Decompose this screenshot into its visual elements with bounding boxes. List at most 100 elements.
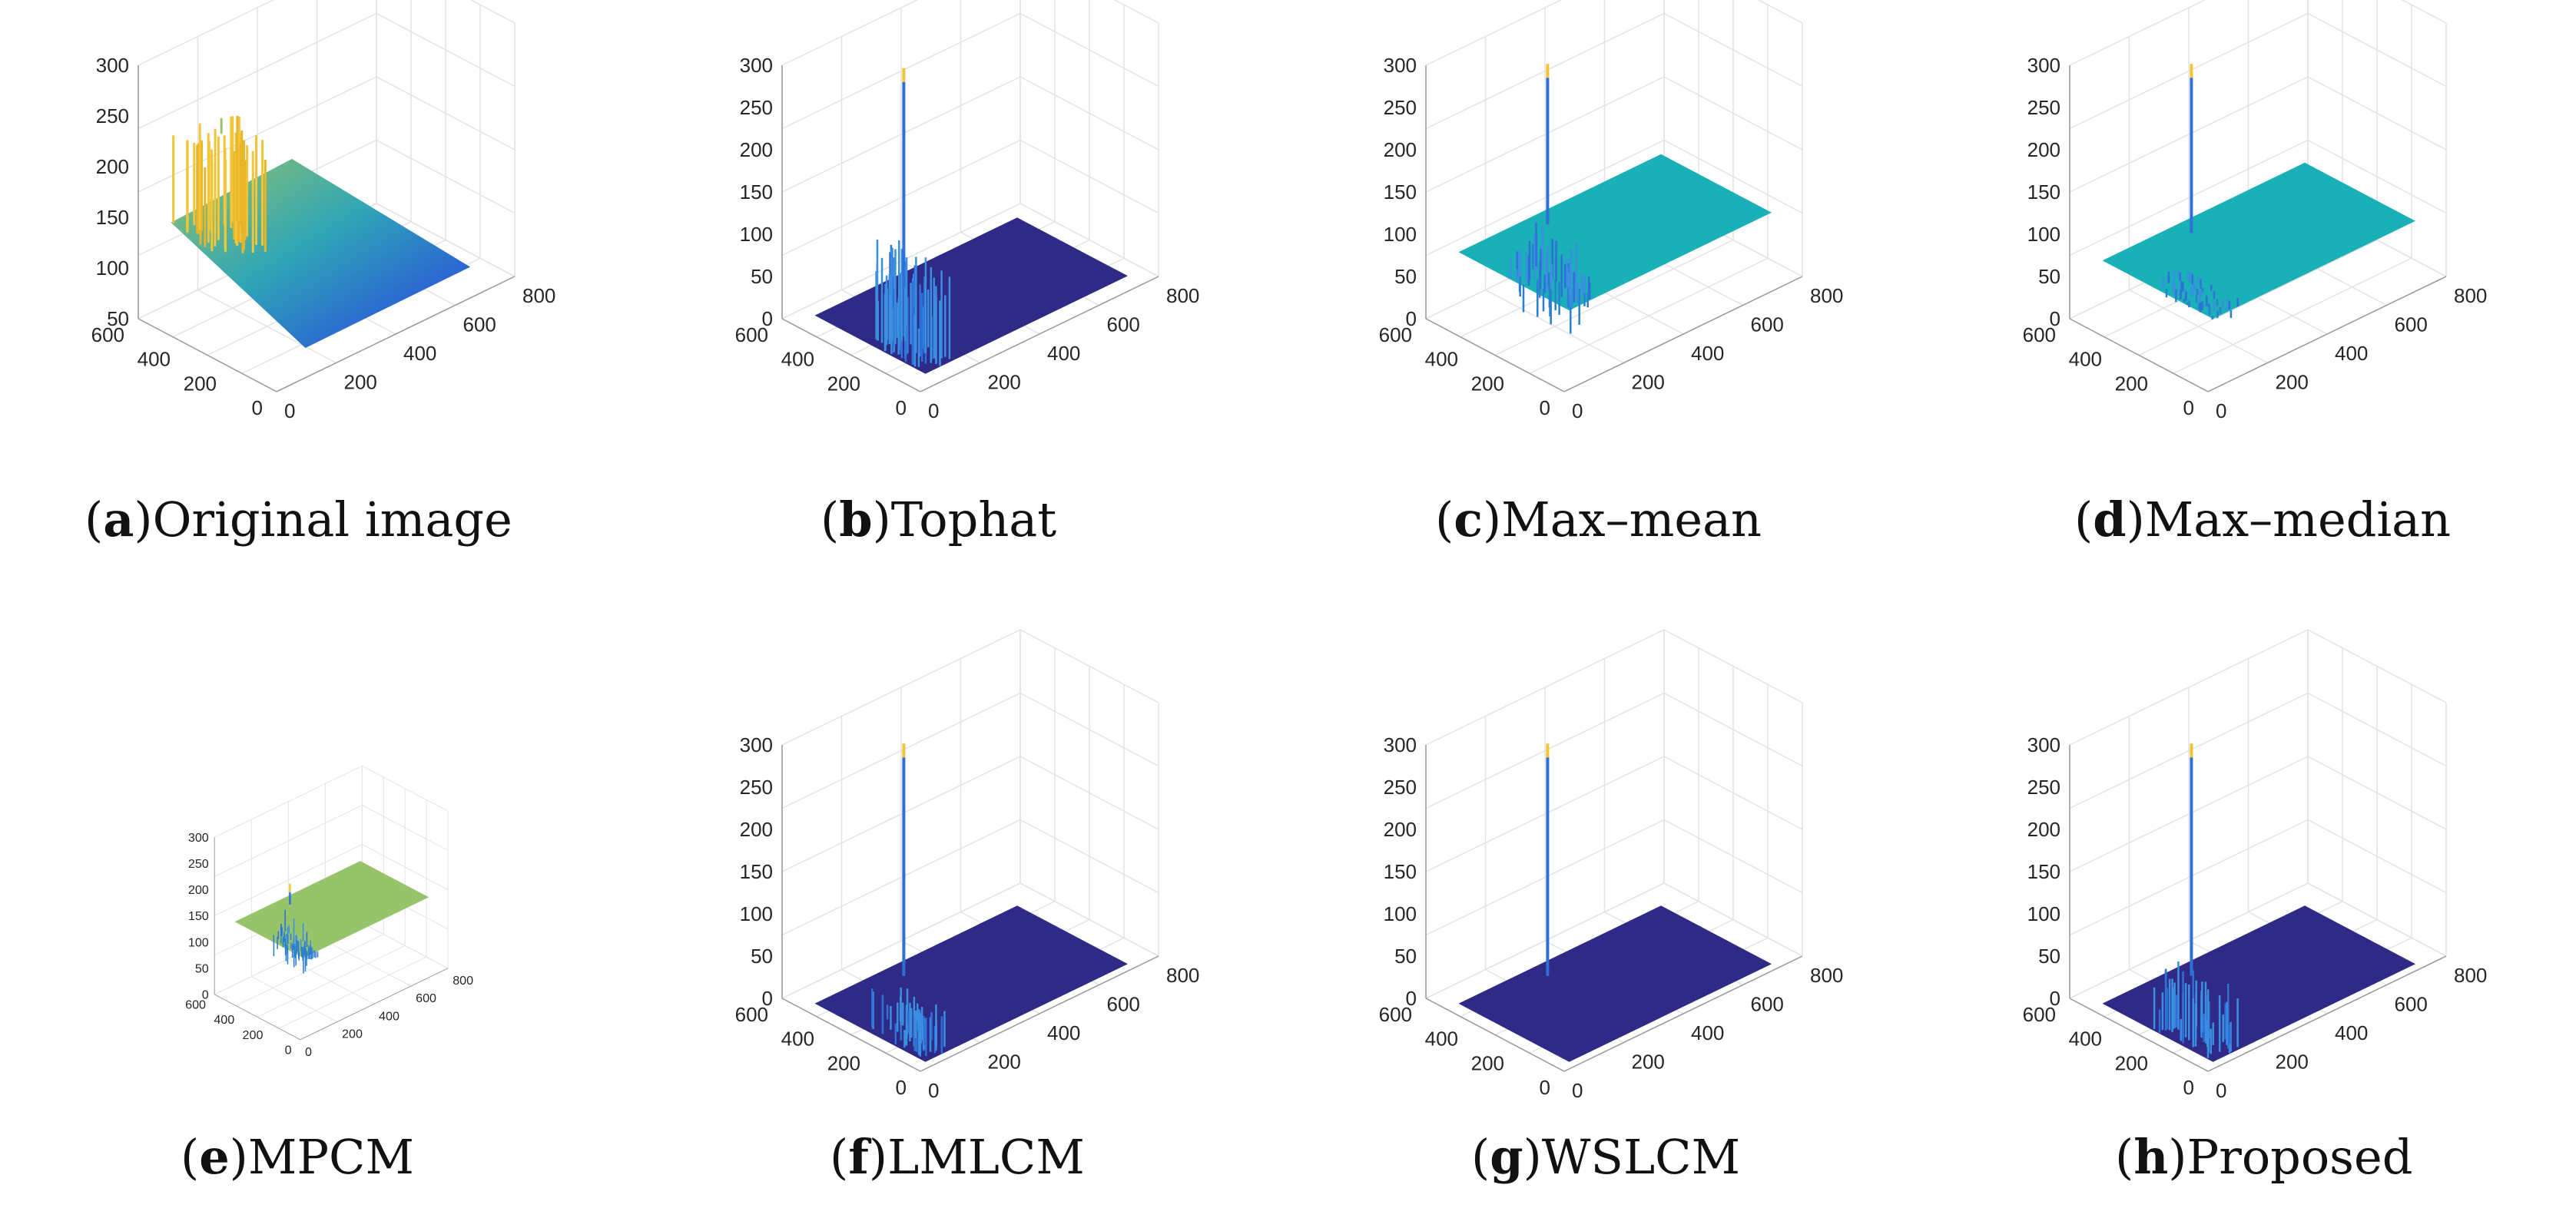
x-tick-label: 400 [1691,342,1724,365]
z-tick-label: 250 [2027,96,2060,119]
z-tick-label: 100 [1384,223,1417,246]
x-tick-label: 400 [1047,1021,1080,1044]
z-tick-label: 150 [96,206,129,229]
caption-a: (a)Original image [85,491,512,548]
z-tick-label: 0 [1406,307,1417,330]
x-tick-label: 800 [2454,284,2487,307]
x-tick-label: 600 [1107,993,1140,1016]
x-tick-label: 400 [1047,342,1080,365]
y-tick-label: 200 [2115,372,2148,395]
caption-d: (d)Max–median [2074,491,2452,548]
z-tick-label: 50 [751,265,773,288]
x-tick-label: 800 [1810,964,1843,987]
x-tick-label: 0 [928,399,939,422]
z-tick-label: 100 [96,256,129,280]
z-tick-label: 0 [762,987,773,1010]
surface-sheet-g [1458,905,1772,1062]
caption-label: MPCM [247,1129,414,1185]
surface-sheet-e [234,861,429,958]
z-tick-label: 100 [1384,902,1417,925]
surface-c [1458,64,1772,334]
surface-sheet-c [1458,154,1772,311]
x-tick-label: 600 [2395,993,2428,1016]
x-tick-label: 600 [2395,313,2428,336]
y-tick-label: 600 [91,323,124,346]
surface-plot-f: 0501001502002503000200400600020040060080… [735,629,1199,1102]
surface-plot-e: 0501001502002503000200400600020040060080… [185,765,473,1059]
x-tick-label: 200 [344,371,377,394]
caption-label: Max–mean [1501,491,1762,548]
z-tick-label: 150 [1384,180,1417,204]
y-tick-label: 400 [1425,1028,1458,1051]
z-tick-label: 300 [740,54,773,77]
x-tick-label: 600 [463,313,496,336]
surface-d [2102,64,2415,319]
surface-e [234,861,429,974]
y-tick-label: 400 [781,1028,814,1051]
z-tick-label: 250 [740,96,773,119]
z-tick-label: 200 [2027,818,2060,841]
x-tick-label: 400 [1691,1021,1724,1044]
z-tick-label: 0 [2050,307,2060,330]
caption-f: (f)LMLCM [830,1129,1085,1185]
surface-sheet-f [814,905,1128,1062]
y-tick-label: 400 [2069,348,2102,371]
x-tick-label: 200 [2276,1051,2309,1074]
y-tick-label: 200 [827,372,860,395]
z-tick-label: 0 [762,307,773,330]
y-tick-label: 600 [1379,323,1412,346]
y-tick-label: 400 [138,348,171,371]
z-tick-label: 200 [740,818,773,841]
z-tick-label: 100 [740,902,773,925]
x-tick-label: 400 [2335,1021,2368,1044]
z-tick-label: 50 [1394,265,1417,288]
z-tick-label: 50 [1394,945,1417,968]
x-tick-label: 600 [1751,993,1784,1016]
z-tick-label: 300 [188,831,209,845]
caption-letter: a [103,491,134,548]
caption-letter: c [1454,491,1483,548]
z-tick-label: 200 [188,883,209,897]
x-tick-label: 0 [284,399,295,422]
z-tick-label: 0 [1406,987,1417,1010]
surface-sheet-h [2102,905,2415,1062]
x-tick-label: 600 [416,991,436,1005]
z-tick-label: 300 [96,54,129,77]
y-tick-label: 400 [214,1013,234,1027]
x-tick-label: 200 [988,1051,1021,1074]
z-tick-label: 300 [2027,733,2060,756]
surface-g [1458,743,1772,1062]
y-tick-label: 400 [781,348,814,371]
x-tick-label: 400 [2335,342,2368,365]
z-tick-label: 300 [1384,733,1417,756]
z-tick-label: 200 [1384,138,1417,161]
z-tick-label: 50 [2038,945,2060,968]
x-tick-label: 400 [379,1009,399,1023]
caption-label: Original image [152,491,512,548]
z-tick-label: 250 [1384,96,1417,119]
y-tick-label: 200 [827,1051,860,1074]
z-tick-label: 150 [188,909,209,923]
y-tick-label: 0 [1540,396,1550,419]
z-tick-label: 150 [2027,860,2060,883]
z-tick-label: 150 [740,180,773,204]
surface-plot-b: 0501001502002503000200400600020040060080… [735,0,1199,422]
z-tick-label: 100 [2027,223,2060,246]
y-tick-label: 0 [2183,396,2194,419]
y-tick-label: 0 [285,1043,292,1057]
caption-g: (g)WSLCM [1471,1129,1741,1185]
y-tick-label: 0 [1540,1076,1550,1099]
caption-b: (b)Tophat [821,491,1057,548]
surface-f [814,743,1128,1062]
surface-plot-h: 0501001502002503000200400600020040060080… [2023,629,2487,1102]
x-tick-label: 800 [1810,284,1843,307]
x-tick-label: 800 [1166,964,1199,987]
z-tick-label: 100 [740,223,773,246]
x-tick-label: 0 [928,1079,939,1102]
x-tick-label: 800 [2454,964,2487,987]
surface-plot-g: 0501001502002503000200400600020040060080… [1379,629,1843,1102]
z-tick-label: 250 [740,776,773,799]
z-tick-label: 100 [2027,902,2060,925]
surface-h [2102,743,2415,1062]
y-tick-label: 200 [243,1028,264,1042]
